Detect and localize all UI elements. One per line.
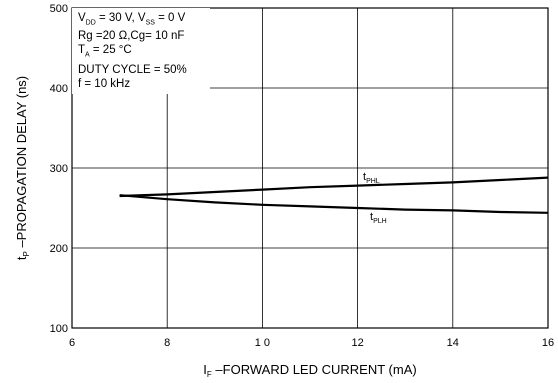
condition-vdd-vss: VDD = 30 V, VSS = 0 V bbox=[78, 12, 186, 30]
x-tick-label: 6 bbox=[69, 337, 75, 349]
y-tick-label: 200 bbox=[50, 243, 68, 255]
series-label-tphl: tPHL bbox=[363, 171, 380, 185]
series-line-tplh bbox=[119, 194, 549, 214]
x-axis-label: IF –FORWARD LED CURRENT (mA) bbox=[203, 362, 416, 379]
x-tick-label: 16 bbox=[542, 337, 554, 349]
x-tick-label: 1 0 bbox=[255, 337, 270, 349]
y-tick-label: 500 bbox=[50, 3, 68, 15]
condition-duty-cycle: DUTY CYCLE = 50% bbox=[78, 64, 187, 77]
y-axis-label: tP –PROPAGATION DELAY (ns) bbox=[14, 76, 31, 260]
plot-frame bbox=[71, 7, 549, 329]
x-tick-label: 8 bbox=[164, 337, 170, 349]
y-tick-label: 400 bbox=[50, 83, 68, 95]
y-tick-label: 100 bbox=[50, 323, 68, 335]
x-tick-label: 12 bbox=[351, 337, 363, 349]
condition-ta: TA = 25 °C bbox=[78, 44, 132, 62]
series-label-tplh: tPLH bbox=[370, 211, 387, 225]
condition-frequency: f = 10 kHz bbox=[78, 78, 131, 91]
series-line-tphl bbox=[119, 176, 549, 198]
condition-rg-cg: Rg =20 Ω,Cg= 10 nF bbox=[78, 30, 185, 43]
x-tick-label: 14 bbox=[447, 337, 459, 349]
y-tick-label: 300 bbox=[50, 163, 68, 175]
